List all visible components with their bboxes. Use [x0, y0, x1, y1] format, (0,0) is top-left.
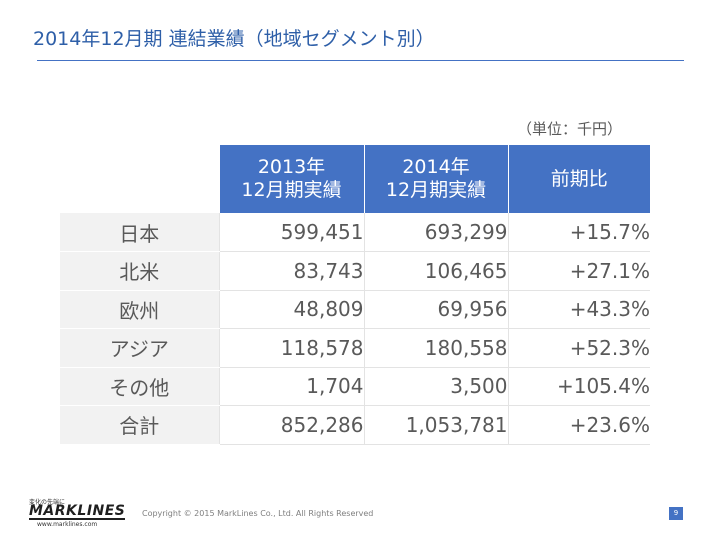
value-2013: 48,809 — [218, 290, 364, 329]
value-change: +27.1% — [507, 251, 650, 291]
row-label: 欧州 — [60, 290, 219, 329]
row-label: アジア — [60, 328, 219, 368]
value-2013: 83,743 — [218, 251, 364, 291]
table-row: 欧州 48,809 69,956 +43.3% — [60, 290, 650, 329]
header-corner — [60, 145, 219, 213]
value-change: +43.3% — [507, 290, 650, 329]
row-label: 日本 — [60, 213, 219, 252]
value-change: +105.4% — [507, 367, 650, 406]
value-2013: 599,451 — [218, 213, 364, 252]
slide-title: 2014年12月期 連結業績（地域セグメント別） — [33, 28, 435, 50]
page-number-badge: 9 — [669, 507, 683, 520]
logo-tagline: 変化の先端に — [29, 499, 66, 506]
header-2014-line1: 2014年 — [402, 156, 470, 178]
table-header-row: 2013年 12月期実績 2014年 12月期実績 前期比 — [60, 145, 650, 213]
title-divider — [37, 60, 684, 61]
header-2014: 2014年 12月期実績 — [363, 145, 508, 213]
value-2014: 69,956 — [363, 290, 508, 329]
header-2013-line1: 2013年 — [257, 156, 326, 178]
table-row: その他 1,704 3,500 +105.4% — [60, 367, 650, 406]
header-2013-line2: 12月期実績 — [241, 179, 342, 201]
header-change: 前期比 — [507, 145, 650, 213]
value-2013: 852,286 — [218, 405, 364, 445]
copyright-notice: Copyright © 2015 MarkLines Co., Ltd. All… — [142, 509, 374, 518]
table-row: 日本 599,451 693,299 +15.7% — [60, 213, 650, 252]
table-row: 北米 83,743 106,465 +27.1% — [60, 251, 650, 291]
row-label: 北米 — [60, 251, 219, 291]
marklines-logo: 変化の先端に MARKLINES www.marklines.com — [29, 497, 127, 528]
value-change: +15.7% — [507, 213, 650, 252]
value-change: +23.6% — [507, 405, 650, 445]
value-2014: 3,500 — [363, 367, 508, 406]
logo-wordmark: MARKLINES — [29, 503, 126, 520]
value-2014: 106,465 — [363, 251, 508, 291]
table-row: アジア 118,578 180,558 +52.3% — [60, 328, 650, 368]
header-change-label: 前期比 — [550, 167, 608, 190]
value-2014: 180,558 — [363, 328, 508, 368]
value-2014: 1,053,781 — [363, 405, 508, 445]
value-2014: 693,299 — [363, 213, 508, 252]
table-row-total: 合計 852,286 1,053,781 +23.6% — [60, 405, 650, 445]
segment-results-table: 2013年 12月期実績 2014年 12月期実績 前期比 日本 599,451… — [60, 145, 650, 445]
value-2013: 1,704 — [218, 367, 364, 406]
unit-note: （単位：千円） — [517, 120, 623, 138]
row-label: その他 — [60, 367, 219, 406]
value-change: +52.3% — [507, 328, 650, 368]
header-2013: 2013年 12月期実績 — [218, 145, 364, 213]
header-2014-line2: 12月期実績 — [385, 179, 487, 201]
logo-url: www.marklines.com — [37, 521, 98, 528]
value-2013: 118,578 — [218, 328, 364, 368]
row-label: 合計 — [60, 405, 219, 445]
